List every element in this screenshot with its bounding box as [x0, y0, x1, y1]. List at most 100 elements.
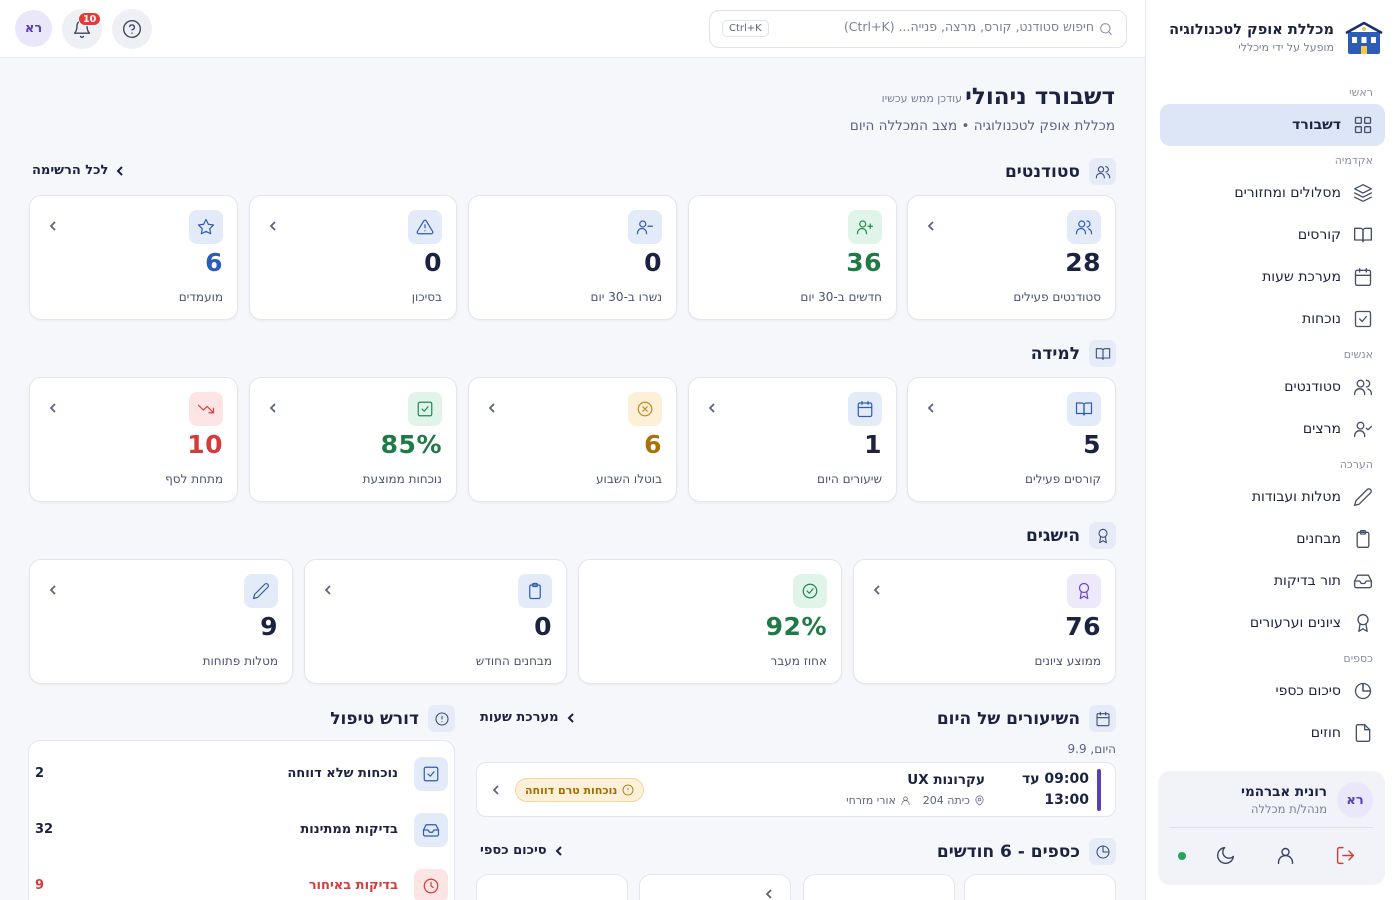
nav-section-people: אנשים	[1343, 348, 1373, 361]
attention-count: 2	[35, 766, 45, 781]
stat-card-avg-grade[interactable]: 76 ממוצע ציונים	[853, 559, 1116, 684]
sidebar-item-label: ציונים וערעורים	[1249, 615, 1341, 631]
stat-card-avg-attendance[interactable]: 85% נוכחות ממוצעת	[249, 377, 457, 502]
help-icon	[123, 20, 141, 38]
search-box[interactable]: Ctrl+K	[709, 10, 1127, 48]
stat-value: 36	[846, 248, 882, 277]
layers-icon	[1354, 184, 1372, 202]
stat-card-candidates[interactable]: 6 מועמדים	[29, 195, 238, 320]
sidebar-item-finance-summary[interactable]: סיכום כספי	[1160, 670, 1385, 712]
top-bar: רא 10 Ctrl+K	[0, 0, 1145, 58]
sidebar-item-assignments[interactable]: מטלות ועבודות	[1160, 476, 1385, 518]
finance-card[interactable]	[476, 874, 628, 900]
chevron-left-icon	[49, 403, 56, 413]
logout-button[interactable]	[1333, 843, 1357, 867]
lesson-name: עקרונות UX	[907, 772, 985, 788]
stat-value: 85%	[380, 430, 442, 459]
award-icon	[1089, 522, 1116, 549]
attendance-status-badge: נוכחות טרם דווחה	[515, 778, 645, 802]
chevron-left-icon	[873, 585, 880, 595]
last-updated: עודכן ממש עכשיו	[881, 92, 962, 105]
sidebar-item-exams[interactable]: מבחנים	[1160, 518, 1385, 560]
info-icon	[622, 784, 634, 796]
stat-card-dropped-students[interactable]: 0 נשרו ב-30 יום	[468, 195, 677, 320]
lesson-room: כיתה 204	[922, 794, 970, 807]
stat-card-open-assignments[interactable]: 9 מטלות פתוחות	[29, 559, 293, 684]
stat-card-exams-month[interactable]: 0 מבחנים החודש	[304, 559, 567, 684]
stat-card-cancelled-week[interactable]: 6 בוטלו השבוע	[468, 377, 677, 502]
users-icon	[1067, 210, 1101, 244]
sidebar-item-lecturers[interactable]: מרצים	[1160, 408, 1385, 450]
sidebar-item-grading-queue[interactable]: תור בדיקות	[1160, 560, 1385, 602]
file-icon	[1355, 724, 1371, 742]
lesson-item[interactable]: 09:00 עד 13:00 עקרונות UX כיתה 204 אורי …	[476, 762, 1116, 817]
sidebar-item-attendance[interactable]: נוכחות	[1160, 298, 1385, 340]
dark-mode-toggle[interactable]	[1213, 843, 1237, 867]
profile-button[interactable]	[1273, 843, 1297, 867]
lesson-teacher: אורי מזרחי	[846, 794, 896, 807]
search-input[interactable]	[794, 19, 1094, 34]
sidebar-item-grades[interactable]: ציונים וערעורים	[1160, 602, 1385, 644]
sidebar-item-tracks[interactable]: מסלולים ומחזורים	[1160, 172, 1385, 214]
stat-label: סטודנטים פעילים	[1013, 290, 1101, 304]
location-icon	[975, 795, 984, 806]
section-header-learning: למידה	[1031, 340, 1116, 367]
users-icon	[1354, 379, 1372, 396]
stat-card-below-threshold[interactable]: 10 מתחת לסף	[29, 377, 238, 502]
user-avatar[interactable]: רא	[1337, 782, 1373, 818]
stat-label: ממוצע ציונים	[1034, 654, 1101, 668]
attention-row[interactable]: בדיקות ממתינות 32	[29, 805, 454, 861]
chevron-left-icon	[49, 585, 56, 595]
brand[interactable]: מכללת אופק לטכנולוגיה מופעל על ידי מיכלל…	[1169, 18, 1384, 58]
stat-value: 9	[260, 612, 278, 641]
stat-card-active-courses[interactable]: 5 קורסים פעילים	[907, 377, 1116, 502]
section-header-attention: דורש טיפול	[330, 705, 455, 732]
view-all-students-link[interactable]: לכל הרשימה	[32, 163, 126, 178]
stat-value: 92%	[765, 612, 827, 641]
stat-label: נשרו ב-30 יום	[590, 290, 662, 304]
notifications-button[interactable]: 10	[62, 9, 102, 49]
sidebar-item-courses[interactable]: קורסים	[1160, 214, 1385, 256]
finance-card[interactable]	[639, 874, 791, 900]
nav-section-main: ראשי	[1349, 86, 1373, 99]
sidebar-item-schedule[interactable]: מערכת שעות	[1160, 256, 1385, 298]
sidebar-item-students[interactable]: סטודנטים	[1160, 366, 1385, 408]
sidebar-item-label: נוכחות	[1302, 311, 1341, 327]
stat-label: מתחת לסף	[165, 472, 223, 486]
stat-value: 0	[424, 248, 442, 277]
sidebar-item-contracts[interactable]: חוזים	[1160, 712, 1385, 754]
stat-card-new-students[interactable]: 36 חדשים ב-30 יום	[688, 195, 897, 320]
clipboard-icon	[518, 574, 552, 608]
pie-icon	[1354, 682, 1372, 700]
schedule-link[interactable]: מערכת שעות	[480, 710, 577, 725]
attention-panel: נוכחות שלא דווחה 2 בדיקות ממתינות 32 בדי…	[28, 740, 455, 900]
user-card: רא רונית אברהמי מנהל/ת מכללה	[1158, 771, 1385, 885]
attention-row[interactable]: נוכחות שלא דווחה 2	[29, 749, 454, 805]
logout-icon	[1336, 846, 1354, 864]
chevron-left-icon	[765, 889, 772, 899]
stat-value: 5	[1083, 430, 1101, 459]
user-check-icon	[1354, 421, 1372, 438]
chevron-left-icon	[927, 403, 934, 413]
sidebar-item-dashboard[interactable]: דשבורד	[1160, 104, 1385, 146]
stat-card-pass-rate[interactable]: 92% אחוז מעבר	[578, 559, 842, 684]
link-label: מערכת שעות	[480, 710, 559, 725]
stat-card-active-students[interactable]: 28 סטודנטים פעילים	[907, 195, 1116, 320]
section-title: כספים - 6 חודשים	[936, 841, 1080, 862]
sidebar-item-label: מבחנים	[1296, 531, 1341, 547]
stat-card-at-risk[interactable]: 0 בסיכון	[249, 195, 457, 320]
finance-card[interactable]	[803, 874, 955, 900]
book-icon	[1067, 392, 1101, 426]
sidebar-item-label: קורסים	[1297, 227, 1341, 243]
avatar[interactable]: רא	[15, 10, 52, 47]
online-status-dot	[1178, 852, 1186, 860]
attention-row[interactable]: בדיקות באיחור 9	[29, 861, 454, 900]
finance-card[interactable]	[964, 874, 1116, 900]
sidebar-item-label: סטודנטים	[1284, 379, 1341, 395]
help-button[interactable]	[112, 9, 152, 49]
stat-card-lessons-today[interactable]: 1 שיעורים היום	[688, 377, 897, 502]
link-label: סיכום כספי	[480, 843, 547, 858]
checkbox-icon	[414, 757, 448, 791]
finance-summary-link[interactable]: סיכום כספי	[480, 843, 565, 858]
day-label: היום, 9.9	[1067, 742, 1116, 756]
